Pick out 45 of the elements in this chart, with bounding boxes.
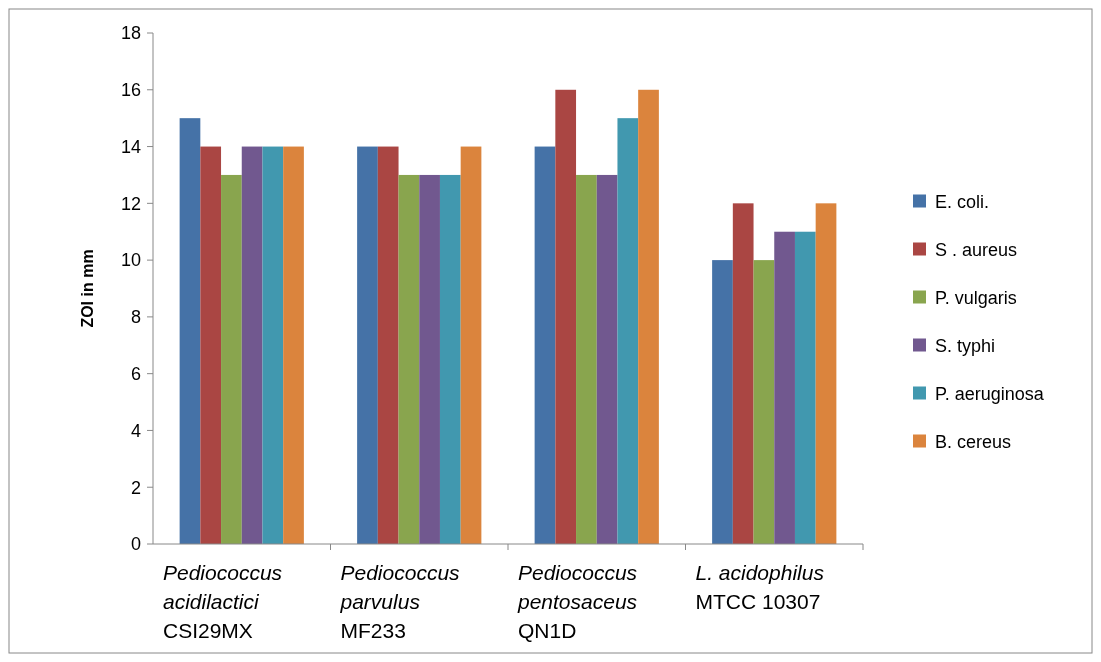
- x-tick-label: Pediococcus acidilactici CSI29MX: [163, 561, 283, 642]
- y-tick-label: 16: [120, 80, 141, 101]
- bar: [794, 231, 816, 544]
- legend-label: P. aeruginosa: [935, 383, 1045, 404]
- bar: [617, 118, 639, 544]
- bar: [732, 203, 754, 544]
- y-tick-label: 2: [130, 477, 141, 498]
- bar: [555, 89, 577, 544]
- bar: [241, 146, 263, 544]
- bar: [377, 146, 399, 544]
- y-axis-title: ZOI in mm: [79, 249, 96, 328]
- y-tick-label: 0: [130, 534, 141, 555]
- bar: [753, 260, 775, 544]
- bar: [262, 146, 284, 544]
- bar: [200, 146, 222, 544]
- bar: [712, 260, 733, 544]
- x-tick-label: Pediococcus parvulus MF233: [339, 561, 461, 642]
- bar: [460, 146, 482, 544]
- bar: [398, 174, 420, 544]
- bar: [179, 118, 201, 544]
- bar: [638, 89, 659, 544]
- bar: [221, 174, 242, 544]
- y-tick-label: 4: [130, 420, 141, 441]
- y-tick-label: 8: [130, 307, 141, 328]
- bar: [419, 174, 440, 544]
- bar: [357, 146, 378, 544]
- bar: [596, 174, 618, 544]
- y-tick-label: 10: [120, 250, 141, 271]
- legend-label: S . aureus: [935, 239, 1018, 260]
- bar: [815, 203, 837, 544]
- y-tick-label: 6: [130, 363, 141, 384]
- bar: [283, 146, 304, 544]
- bar: [774, 231, 795, 544]
- legend-label: E. coli.: [935, 191, 990, 212]
- legend-label: P. vulgaris: [935, 287, 1017, 308]
- legend-label: S. typhi: [935, 335, 996, 356]
- bar: [576, 174, 597, 544]
- x-tick-label: L. acidophilus MTCC 10307: [695, 561, 825, 613]
- legend-label: B. cereus: [935, 431, 1012, 452]
- bar: [534, 146, 556, 544]
- y-tick-label: 18: [120, 23, 141, 44]
- y-tick-label: 12: [120, 193, 141, 214]
- bar: [439, 174, 461, 544]
- x-tick-label: Pediococcus pentosaceus QN1D: [517, 561, 638, 642]
- y-tick-label: 14: [120, 136, 141, 157]
